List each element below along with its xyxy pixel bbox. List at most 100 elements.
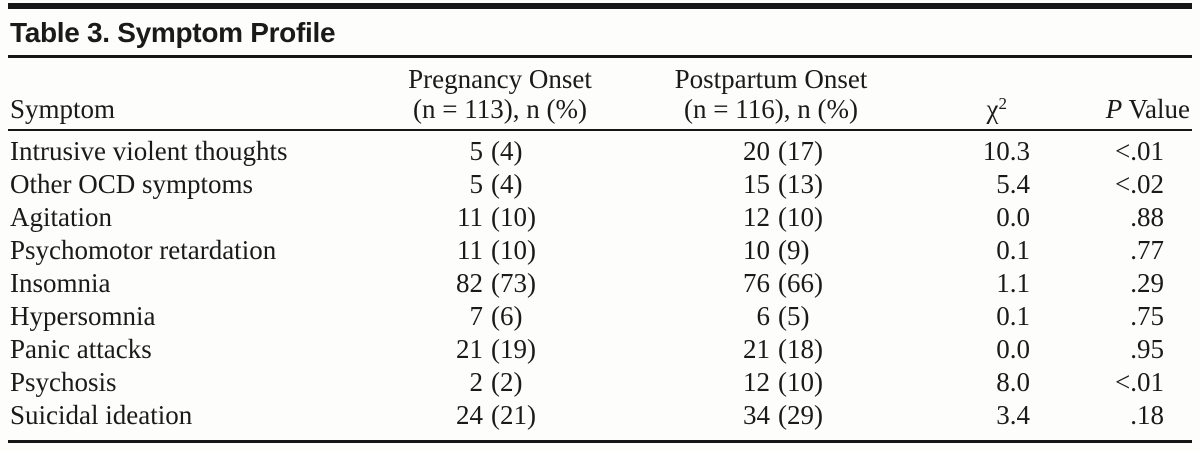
postpartum-pct: (10) [778, 367, 823, 397]
table-body: Intrusive violent thoughts 5 (4) 20 (17)… [8, 131, 1192, 440]
pregnancy-cell: 82 (73) [380, 267, 620, 300]
table-row: Other OCD symptoms 5 (4) 15 (13) 5.4 <.0… [8, 168, 1192, 201]
chi2-cell: 0.1 [996, 301, 1030, 331]
pregnancy-pct: (4) [491, 136, 523, 166]
pregnancy-pct: (73) [491, 268, 536, 298]
pregnancy-n: 11 [457, 202, 483, 232]
title-divider-rule [8, 55, 1192, 58]
postpartum-n: 76 [743, 268, 770, 298]
symptom-cell: Insomnia [10, 268, 111, 298]
chi-symbol: χ [986, 94, 999, 124]
postpartum-n: 6 [756, 301, 771, 331]
pregnancy-n: 21 [456, 334, 483, 364]
postpartum-n: 34 [743, 400, 770, 430]
symptom-cell: Psychosis [10, 367, 117, 397]
postpartum-pct: (10) [778, 202, 823, 232]
table-bottom-rule [8, 440, 1192, 443]
pregnancy-pct: (2) [491, 367, 523, 397]
pregnancy-cell: 24 (21) [380, 399, 620, 432]
pregnancy-cell: 5 (4) [380, 168, 620, 201]
symptom-cell: Hypersomnia [10, 301, 156, 331]
table-row: Panic attacks 21 (19) 21 (18) 0.0 .95 [8, 333, 1192, 366]
postpartum-cell: 20 (17) [620, 135, 890, 168]
pregnancy-header-line2: (n = 113), n (%) [413, 94, 587, 124]
symptom-cell: Other OCD symptoms [10, 169, 253, 199]
chi2-cell: 5.4 [996, 169, 1030, 199]
postpartum-cell: 10 (9) [620, 234, 890, 267]
postpartum-n: 20 [743, 136, 770, 166]
postpartum-cell: 12 (10) [620, 366, 890, 399]
postpartum-cell: 6 (5) [620, 300, 890, 333]
p-cell: <.01 [1115, 367, 1164, 397]
pregnancy-cell: 5 (4) [380, 135, 620, 168]
pregnancy-cell: 21 (19) [380, 333, 620, 366]
column-header-pregnancy-onset: Pregnancy Onset (n = 113), n (%) [380, 64, 620, 124]
p-italic: P [1105, 94, 1123, 124]
pregnancy-n: 7 [469, 301, 484, 331]
table-row: Psychosis 2 (2) 12 (10) 8.0 <.01 [8, 366, 1192, 399]
pregnancy-pct: (21) [491, 400, 536, 430]
p-cell: .75 [1130, 301, 1164, 331]
postpartum-pct: (5) [778, 301, 810, 331]
p-cell: <.02 [1115, 169, 1164, 199]
column-header-postpartum-onset: Postpartum Onset (n = 116), n (%) [620, 64, 890, 124]
postpartum-pct: (9) [778, 235, 810, 265]
postpartum-header-line2: (n = 116), n (%) [684, 94, 858, 124]
pregnancy-cell: 11 (10) [380, 234, 620, 267]
table-row: Hypersomnia 7 (6) 6 (5) 0.1 .75 [8, 300, 1192, 333]
header-divider-rule [8, 129, 1192, 131]
chi2-cell: 3.4 [996, 400, 1030, 430]
pregnancy-cell: 11 (10) [380, 201, 620, 234]
table-row: Suicidal ideation 24 (21) 34 (29) 3.4 .1… [8, 399, 1192, 432]
symptom-profile-table: Table 3. Symptom Profile Symptom Pregnan… [0, 3, 1200, 443]
postpartum-cell: 15 (13) [620, 168, 890, 201]
postpartum-pct: (18) [778, 334, 823, 364]
postpartum-n: 10 [743, 235, 770, 265]
table-row: Insomnia 82 (73) 76 (66) 1.1 .29 [8, 267, 1192, 300]
postpartum-pct: (66) [778, 268, 823, 298]
symptom-cell: Panic attacks [10, 334, 152, 364]
pregnancy-cell: 2 (2) [380, 366, 620, 399]
postpartum-n: 12 [743, 367, 770, 397]
postpartum-cell: 34 (29) [620, 399, 890, 432]
pregnancy-cell: 7 (6) [380, 300, 620, 333]
table-row: Psychomotor retardation 11 (10) 10 (9) 0… [8, 234, 1192, 267]
pregnancy-pct: (4) [491, 169, 523, 199]
p-cell: .88 [1130, 202, 1164, 232]
p-cell: .18 [1130, 400, 1164, 430]
chi2-cell: 0.0 [996, 202, 1030, 232]
postpartum-n: 15 [743, 169, 770, 199]
symptom-cell: Psychomotor retardation [10, 235, 277, 265]
table-row: Intrusive violent thoughts 5 (4) 20 (17)… [8, 135, 1192, 168]
postpartum-pct: (13) [778, 169, 823, 199]
symptom-cell: Suicidal ideation [10, 400, 193, 430]
column-header-p-value: P Value [1040, 94, 1192, 124]
pregnancy-n: 5 [469, 136, 484, 166]
p-cell: <.01 [1115, 136, 1164, 166]
pregnancy-pct: (19) [491, 334, 536, 364]
table-top-rule [8, 3, 1192, 9]
chi2-cell: 10.3 [982, 136, 1030, 166]
p-cell: .95 [1130, 334, 1164, 364]
postpartum-header-line1: Postpartum Onset [674, 64, 868, 94]
chi2-cell: 8.0 [996, 367, 1030, 397]
pregnancy-n: 11 [457, 235, 483, 265]
pregnancy-pct: (10) [491, 202, 536, 232]
pregnancy-pct: (10) [491, 235, 536, 265]
p-cell: .77 [1130, 235, 1164, 265]
symptom-cell: Intrusive violent thoughts [10, 136, 288, 166]
postpartum-cell: 76 (66) [620, 267, 890, 300]
pregnancy-n: 82 [456, 268, 483, 298]
p-cell: .29 [1130, 268, 1164, 298]
postpartum-n: 21 [743, 334, 770, 364]
postpartum-pct: (29) [778, 400, 823, 430]
symptom-cell: Agitation [10, 202, 112, 232]
pregnancy-n: 24 [456, 400, 483, 430]
pregnancy-n: 2 [469, 367, 484, 397]
pregnancy-pct: (6) [491, 301, 523, 331]
chi2-cell: 0.0 [996, 334, 1030, 364]
table-header-row: Symptom Pregnancy Onset (n = 113), n (%)… [8, 58, 1192, 129]
p-value-word: Value [1122, 94, 1191, 124]
pregnancy-n: 5 [469, 169, 484, 199]
column-header-symptom: Symptom [10, 94, 116, 124]
